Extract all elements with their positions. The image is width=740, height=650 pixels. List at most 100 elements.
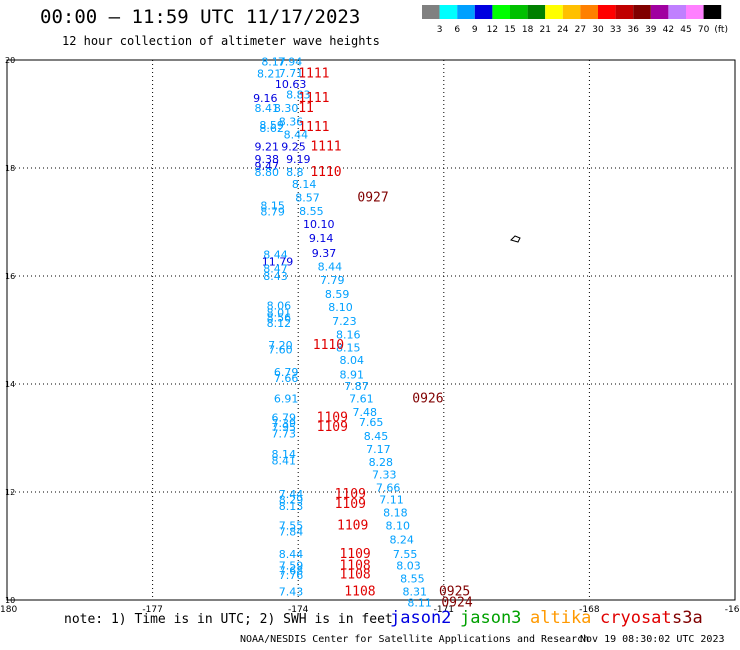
- scale-label: 15: [504, 25, 515, 35]
- wave-height-label: 7.66: [376, 482, 401, 495]
- wave-height-label: 8.24: [389, 534, 414, 547]
- wave-height-label: 8.41: [272, 455, 297, 468]
- scale-swatch: [527, 5, 546, 19]
- wave-height-label: 8.29: [279, 494, 304, 507]
- wave-height-label: 8.11: [407, 597, 432, 610]
- wave-height-label: 7.84: [279, 525, 304, 538]
- wave-height-label: 7.20: [268, 339, 293, 352]
- scale-label: 3: [437, 25, 443, 35]
- chart-subtitle: 12 hour collection of altimeter wave hei…: [62, 34, 380, 48]
- wave-height-label: 7.71: [279, 67, 304, 80]
- wave-height-label: 8.06: [267, 300, 292, 313]
- x-tick-label: -177: [142, 605, 162, 615]
- wave-height-label: 6.79: [272, 411, 297, 424]
- scale-swatch: [633, 5, 651, 19]
- plot-frame: [6, 59, 736, 601]
- pass-time-label: 0927: [357, 191, 388, 206]
- scale-swatch: [492, 5, 510, 19]
- wave-height-label: 8.13: [279, 500, 304, 513]
- wave-height-label: 9.38: [255, 153, 280, 166]
- scale-label: 30: [592, 25, 604, 35]
- wave-height-label: 7.87: [344, 380, 369, 393]
- satellite-cryosat: cryosat: [600, 608, 672, 628]
- pass-time-label: 1108: [339, 568, 370, 583]
- wave-height-label: 8.62: [259, 122, 284, 135]
- scale-label: 33: [610, 25, 621, 35]
- wave-height-label: 8.59: [325, 288, 350, 301]
- scale-swatch: [598, 5, 616, 19]
- wave-height-label: 10.10: [303, 218, 335, 231]
- wave-height-label: 6.91: [274, 393, 299, 406]
- wave-height-label: 8.44: [318, 260, 343, 273]
- pass-time-label: 1109: [335, 497, 366, 512]
- scale-label: 6: [454, 25, 460, 35]
- scale-swatch: [668, 5, 686, 19]
- wave-height-label: 7.11: [379, 494, 404, 507]
- pass-time-label: 1110: [313, 338, 344, 353]
- wave-height-label: 7.65: [359, 416, 384, 429]
- wave-height-label: 11.79: [262, 255, 294, 268]
- scale-swatch: [650, 5, 669, 19]
- y-tick-label: 10: [5, 596, 15, 605]
- scale-swatch: [457, 5, 475, 19]
- wave-height-label: 9.25: [281, 140, 306, 153]
- y-tick-label: 12: [5, 488, 15, 497]
- wave-height-label: 8.44: [284, 129, 309, 142]
- pass-time-label: 1108: [339, 558, 370, 573]
- wave-height-label: 8.10: [328, 301, 353, 314]
- x-tick-label: -180: [0, 605, 17, 615]
- wave-height-label: 7.55: [393, 548, 418, 561]
- wave-height-label: 8.21: [257, 68, 282, 81]
- wave-height-label: 8.8: [286, 166, 304, 179]
- scale-swatch: [439, 5, 458, 19]
- scale-label: (ft): [714, 25, 728, 35]
- wave-height-label: 8.28: [369, 456, 394, 469]
- wave-height-label: 8.10: [386, 519, 411, 532]
- wave-height-label: 8.41: [255, 102, 280, 115]
- scale-label: 24: [557, 25, 569, 35]
- wave-height-label: 8.17: [261, 56, 286, 69]
- wave-height-label: 9.47: [255, 160, 280, 173]
- scale-swatch: [422, 5, 440, 19]
- scale-label: 18: [522, 25, 534, 35]
- scale-label: 45: [680, 25, 691, 35]
- wave-height-label: 8.15: [336, 341, 361, 354]
- wave-height-label: 8.45: [364, 430, 389, 443]
- wave-height-label: 7.23: [332, 315, 357, 328]
- pass-time-label: 0926: [412, 392, 443, 407]
- wave-height-label: 7.94: [278, 56, 303, 69]
- scale-label: 21: [539, 25, 550, 35]
- scale-swatch: [615, 5, 634, 19]
- pass-time-label: 1109: [317, 410, 348, 425]
- scale-label: 70: [698, 25, 710, 35]
- wave-height-label: 8.79: [260, 206, 285, 219]
- x-tick-label: -165: [725, 605, 740, 615]
- wave-height-label: 8.43: [263, 270, 288, 283]
- wave-height-label: 8.18: [383, 507, 408, 520]
- footer-note: note: 1) Time is in UTC; 2) SWH is in fe…: [64, 612, 393, 627]
- y-tick-label: 18: [5, 164, 15, 173]
- wave-height-label: 7.73: [272, 428, 297, 441]
- wave-height-label: 8.47: [263, 262, 288, 275]
- wave-height-label: 8.56: [267, 312, 292, 325]
- wave-height-label: 8.15: [260, 199, 285, 212]
- scale-label: 27: [575, 25, 586, 35]
- y-tick-label: 14: [5, 380, 15, 389]
- wave-height-label: 9.14: [309, 232, 334, 245]
- wave-height-label: 8.16: [336, 328, 361, 341]
- chart-title: 00:00 — 11:59 UTC 11/17/2023: [40, 6, 361, 28]
- satellite-jason3: jason3: [460, 608, 522, 628]
- wave-height-label: 8.83: [286, 89, 311, 102]
- pass-time-label: 1111: [298, 120, 329, 135]
- wave-height-label: 9.16: [253, 92, 278, 105]
- wave-height-label: 8.36: [279, 116, 304, 129]
- wave-height-label: 7.59: [279, 559, 304, 572]
- satellite-jason2: jason2: [390, 608, 452, 628]
- wave-height-label: 7.60: [268, 343, 293, 356]
- wave-height-label: 8.03: [396, 559, 421, 572]
- wave-height-label: 7.95: [272, 421, 297, 434]
- satellite-s3a: s3a: [672, 608, 703, 628]
- wave-height-label: 7.68: [279, 564, 304, 577]
- wave-height-label: 7.48: [353, 406, 378, 419]
